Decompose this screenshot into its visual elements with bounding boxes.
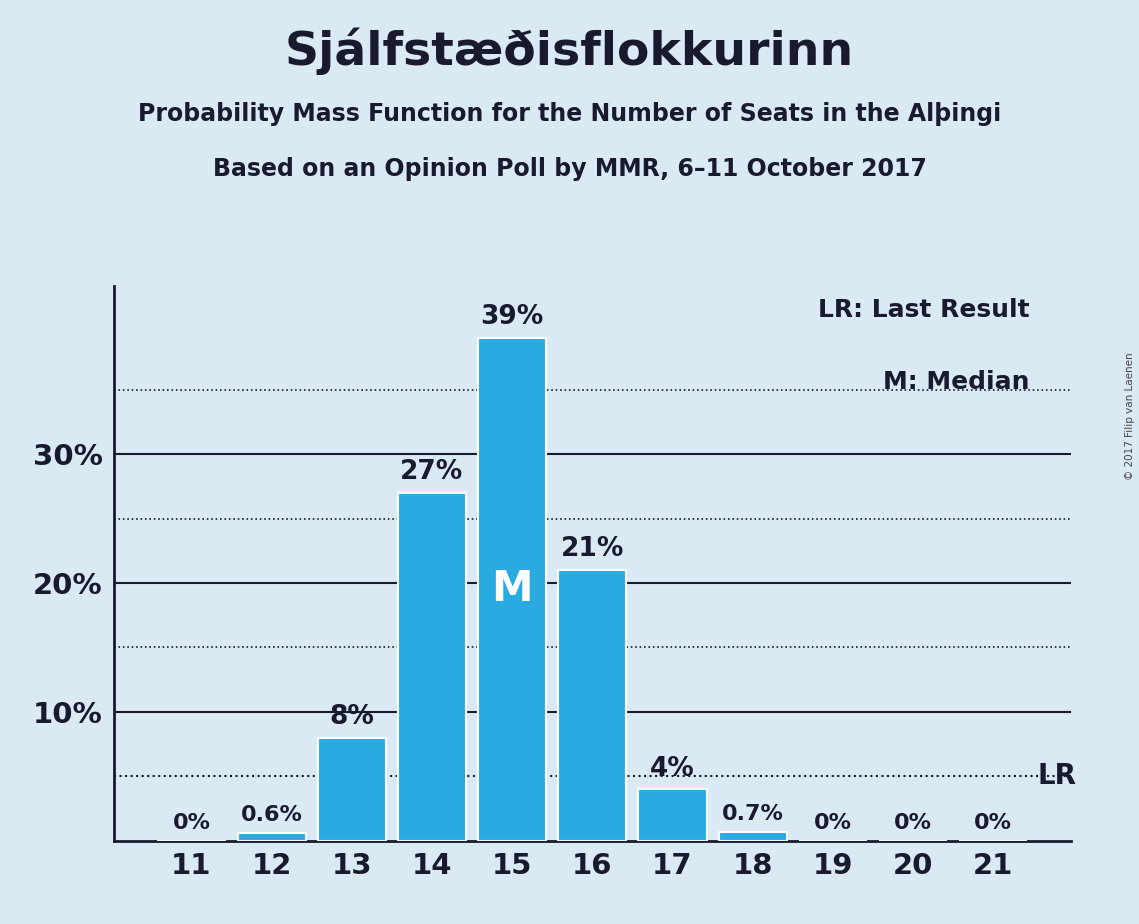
Text: Based on an Opinion Poll by MMR, 6–11 October 2017: Based on an Opinion Poll by MMR, 6–11 Oc… — [213, 157, 926, 181]
Text: © 2017 Filip van Laenen: © 2017 Filip van Laenen — [1125, 352, 1134, 480]
Bar — [398, 492, 466, 841]
Text: Probability Mass Function for the Number of Seats in the Alþingi: Probability Mass Function for the Number… — [138, 102, 1001, 126]
Text: 0%: 0% — [974, 813, 1013, 833]
Text: 0%: 0% — [894, 813, 932, 833]
Text: LR: LR — [1038, 762, 1076, 790]
Text: LR: Last Result: LR: Last Result — [818, 298, 1030, 322]
Bar — [558, 570, 626, 841]
Text: 21%: 21% — [560, 536, 624, 563]
Text: Sjálfstæðisflokkurinn: Sjálfstæðisflokkurinn — [285, 28, 854, 75]
Bar — [478, 338, 547, 841]
Text: 0.6%: 0.6% — [240, 806, 303, 825]
Text: 27%: 27% — [400, 459, 464, 485]
Bar — [238, 833, 305, 841]
Text: 0%: 0% — [813, 813, 852, 833]
Bar — [719, 832, 787, 841]
Text: 0%: 0% — [172, 813, 211, 833]
Text: 0.7%: 0.7% — [722, 804, 784, 824]
Bar — [638, 789, 706, 841]
Text: M: M — [491, 568, 533, 611]
Text: 39%: 39% — [481, 304, 543, 330]
Text: M: Median: M: Median — [883, 370, 1030, 394]
Text: 4%: 4% — [650, 756, 695, 782]
Bar — [318, 737, 386, 841]
Text: 8%: 8% — [329, 704, 375, 730]
